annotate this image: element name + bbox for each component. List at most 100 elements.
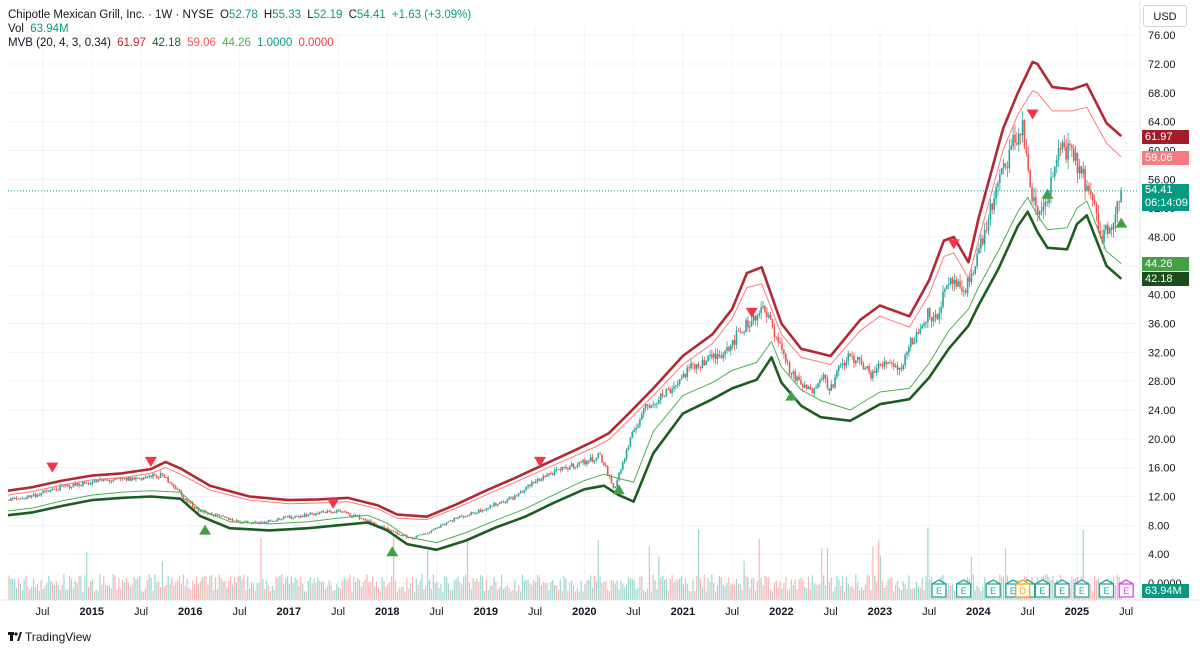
mvb-legend[interactable]: MVB (20, 4, 3, 0.34) 61.97 42.18 59.06 4… <box>8 36 337 50</box>
mvb-value-1: 61.97 <box>117 37 146 49</box>
candle-body <box>538 479 541 481</box>
candle-body <box>8 500 10 501</box>
candle-body <box>699 366 702 369</box>
candle-body <box>561 466 564 471</box>
volume-bar <box>618 589 620 600</box>
candle-body <box>1110 227 1113 230</box>
candle-body <box>275 520 277 522</box>
candle-body <box>1105 224 1107 231</box>
volume-bar <box>269 590 272 600</box>
candle-body <box>334 512 336 513</box>
candle-body <box>1082 168 1085 174</box>
candle-body <box>1065 147 1067 160</box>
volume-bar <box>127 582 129 600</box>
candle-body <box>387 527 389 530</box>
candle-body <box>606 466 609 476</box>
volume-bar <box>171 577 173 600</box>
candle-body <box>686 367 689 378</box>
x-tick-label: 2020 <box>572 606 596 618</box>
tradingview-logo-icon <box>8 630 22 641</box>
candle-body <box>195 508 198 509</box>
ohlc-close: 54.41 <box>356 9 386 21</box>
candle-body <box>743 332 745 333</box>
volume-bar <box>129 586 131 600</box>
volume-bar <box>345 579 347 600</box>
volume-bar <box>635 588 637 600</box>
candle-body <box>1006 166 1009 169</box>
volume-bar <box>31 586 33 600</box>
candle-body <box>639 419 641 426</box>
volume-bar <box>1097 578 1099 600</box>
candle-body <box>476 512 478 514</box>
volume-bar <box>241 579 243 600</box>
volume-bar <box>840 585 842 600</box>
candle-body <box>167 477 169 483</box>
candle-body <box>599 453 601 455</box>
candle-body <box>900 367 903 370</box>
candle-body <box>328 510 330 512</box>
volume-bar <box>114 575 116 600</box>
candle-body <box>426 533 429 535</box>
ohlc-low: 52.19 <box>313 9 343 21</box>
tag-upper-inner: 59.06 <box>1142 151 1189 165</box>
candle-body <box>101 478 103 481</box>
currency-button[interactable]: USD <box>1143 5 1187 27</box>
volume-bar <box>902 581 904 600</box>
volume-bar <box>574 591 577 600</box>
candle-body <box>1112 223 1115 230</box>
volume-bar <box>256 583 258 600</box>
candle-body <box>527 484 529 487</box>
candle-body <box>656 403 658 405</box>
volume-bar <box>364 579 366 600</box>
event-markers[interactable]: EEEEEEEEEDE <box>931 579 1134 598</box>
tag-upper-outer: 61.97 <box>1142 130 1189 144</box>
candle-body <box>866 365 869 368</box>
candle-body <box>786 361 789 363</box>
candle-body <box>354 515 357 516</box>
volume-bar <box>334 590 336 600</box>
volume-bar <box>665 578 668 600</box>
volume-bar <box>739 584 741 600</box>
symbol-legend[interactable]: Chipotle Mexican Grill, Inc. · 1W · NYSE… <box>8 8 474 22</box>
candle-body <box>381 526 384 528</box>
time-axis[interactable]: Jul 2015 Jul 2016 Jul 2017 Jul 2018 Jul 2019 Jul 20… <box>0 599 1200 618</box>
volume-bar <box>292 583 294 600</box>
volume-bar <box>692 579 694 600</box>
candle-body <box>288 515 291 518</box>
volume-bar <box>550 581 552 600</box>
candle-body <box>263 521 266 523</box>
volume-bar <box>722 584 724 600</box>
volume-bar <box>451 589 453 600</box>
candle-body <box>546 474 548 477</box>
volume-bar <box>351 591 353 600</box>
volume-bar <box>427 550 429 600</box>
volume-bar <box>313 578 315 600</box>
volume-bar <box>415 578 417 600</box>
tradingview-logo[interactable]: TradingView <box>8 630 91 644</box>
candle-body <box>137 477 139 479</box>
volume-legend[interactable]: Vol 63.94M <box>8 22 72 36</box>
volume-bar <box>203 576 205 600</box>
earnings-marker-shape <box>1098 579 1115 598</box>
candle-body <box>345 512 348 513</box>
candle-body <box>676 383 679 386</box>
volume-bar <box>521 574 524 600</box>
candle-body <box>1078 166 1081 174</box>
candle-body <box>1002 163 1005 169</box>
candle-body <box>635 427 637 431</box>
candle-body <box>870 372 872 379</box>
volume-bar <box>970 556 973 600</box>
earnings-marker-shape <box>985 579 1001 598</box>
volume-bar <box>489 586 491 600</box>
x-tick-label: 2016 <box>178 606 202 618</box>
volume-bar <box>815 584 817 600</box>
volume-bar <box>1095 580 1098 600</box>
sell-signal-marker <box>1026 109 1039 120</box>
volume-bar <box>518 585 520 600</box>
volume-bar <box>1050 580 1052 600</box>
candle-body <box>298 515 300 518</box>
candle-body <box>284 516 287 518</box>
volume-bar <box>336 583 338 600</box>
candle-body <box>644 404 647 409</box>
